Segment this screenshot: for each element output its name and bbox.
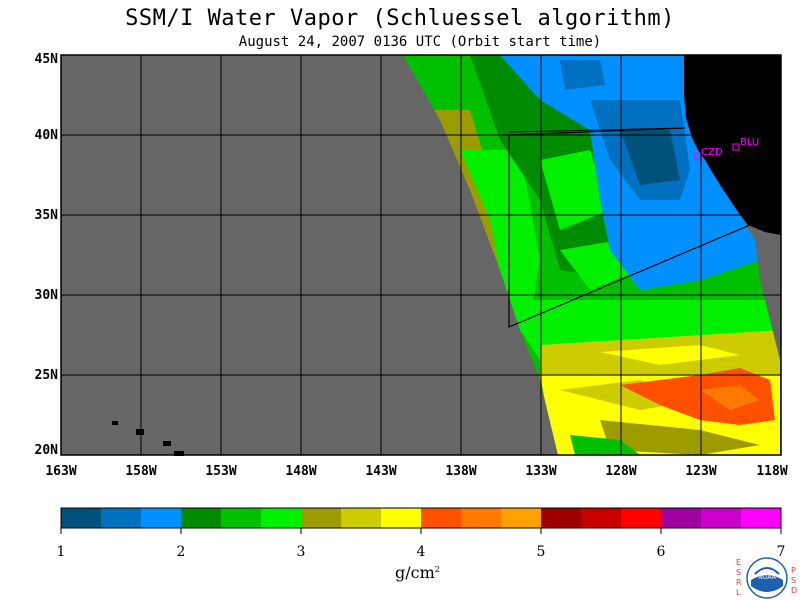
colorbar-swatch — [341, 508, 382, 528]
lon-label-123w: 123W — [685, 464, 717, 479]
lat-label-35n: 35N — [34, 208, 58, 223]
lon-label-118w: 118W — [756, 464, 788, 479]
colorbar — [60, 507, 782, 529]
colorbar-tick-label-2: 2 — [176, 544, 186, 560]
lon-label-148w: 148W — [285, 464, 317, 479]
lon-label-133w: 133W — [525, 464, 557, 479]
colorbar-tick-label-1: 1 — [56, 544, 66, 560]
colorbar-swatch — [221, 508, 262, 528]
graticule — [61, 55, 781, 455]
colorbar-swatch — [661, 508, 702, 528]
lon-label-128w: 128W — [605, 464, 637, 479]
logo-letters-psd: P S D — [791, 566, 798, 595]
colorbar-swatch — [581, 508, 622, 528]
map-frame — [60, 54, 782, 456]
site-marker-blu — [732, 143, 740, 151]
lon-label-153w: 153W — [205, 464, 237, 479]
lat-label-25n: 25N — [34, 368, 58, 383]
colorbar-swatch — [261, 508, 302, 528]
logo-letters-esrl: E S R L — [736, 558, 742, 597]
colorbar-swatch — [621, 508, 662, 528]
colorbar-swatch — [421, 508, 462, 528]
colorbar-ticks — [60, 528, 782, 534]
colorbar-tick-label-6: 6 — [656, 544, 666, 560]
colorbar-swatch — [381, 508, 422, 528]
colorbar-swatch — [101, 508, 142, 528]
lat-label-40n: 40N — [34, 128, 58, 143]
colorbar-swatch — [301, 508, 342, 528]
colorbar-swatch — [541, 508, 582, 528]
lon-label-163w: 163W — [45, 464, 77, 479]
map-subtitle: August 24, 2007 0136 UTC (Orbit start ti… — [238, 34, 602, 50]
colorbar-swatch — [501, 508, 542, 528]
site-marker-czd — [693, 152, 701, 160]
noaa-logo-icon: NOAA — [746, 557, 788, 599]
lat-label-45n: 45N — [34, 52, 58, 67]
colorbar-tick-label-5: 5 — [536, 544, 546, 560]
colorbar-swatch — [181, 508, 222, 528]
colorbar-swatch — [701, 508, 742, 528]
esrl-psd-logo: E S R L NOAA P S D — [736, 556, 798, 600]
colorbar-units: g/cm2 — [395, 563, 440, 582]
map-title: SSM/I Water Vapor (Schluessel algorithm) — [125, 6, 675, 31]
lon-label-138w: 138W — [445, 464, 477, 479]
units-base: g/cm — [395, 563, 435, 582]
colorbar-tick-label-3: 3 — [296, 544, 306, 560]
lon-label-158w: 158W — [125, 464, 157, 479]
lat-label-20n: 20N — [34, 443, 58, 458]
logo-name: NOAA — [758, 574, 776, 581]
units-exponent: 2 — [434, 565, 440, 574]
colorbar-tick-label-7: 7 — [776, 544, 786, 560]
hawaiian-islands — [112, 421, 184, 456]
lat-label-30n: 30N — [34, 288, 58, 303]
colorbar-swatch — [141, 508, 182, 528]
colorbar-swatch — [461, 508, 502, 528]
site-label-blu: BLU — [740, 137, 760, 148]
colorbar-tick-label-4: 4 — [416, 544, 426, 560]
lon-label-143w: 143W — [365, 464, 397, 479]
site-label-czd: CZD — [701, 147, 723, 158]
region-outline-path — [508, 127, 751, 328]
colorbar-swatch — [741, 508, 782, 528]
colorbar-swatch — [61, 508, 102, 528]
